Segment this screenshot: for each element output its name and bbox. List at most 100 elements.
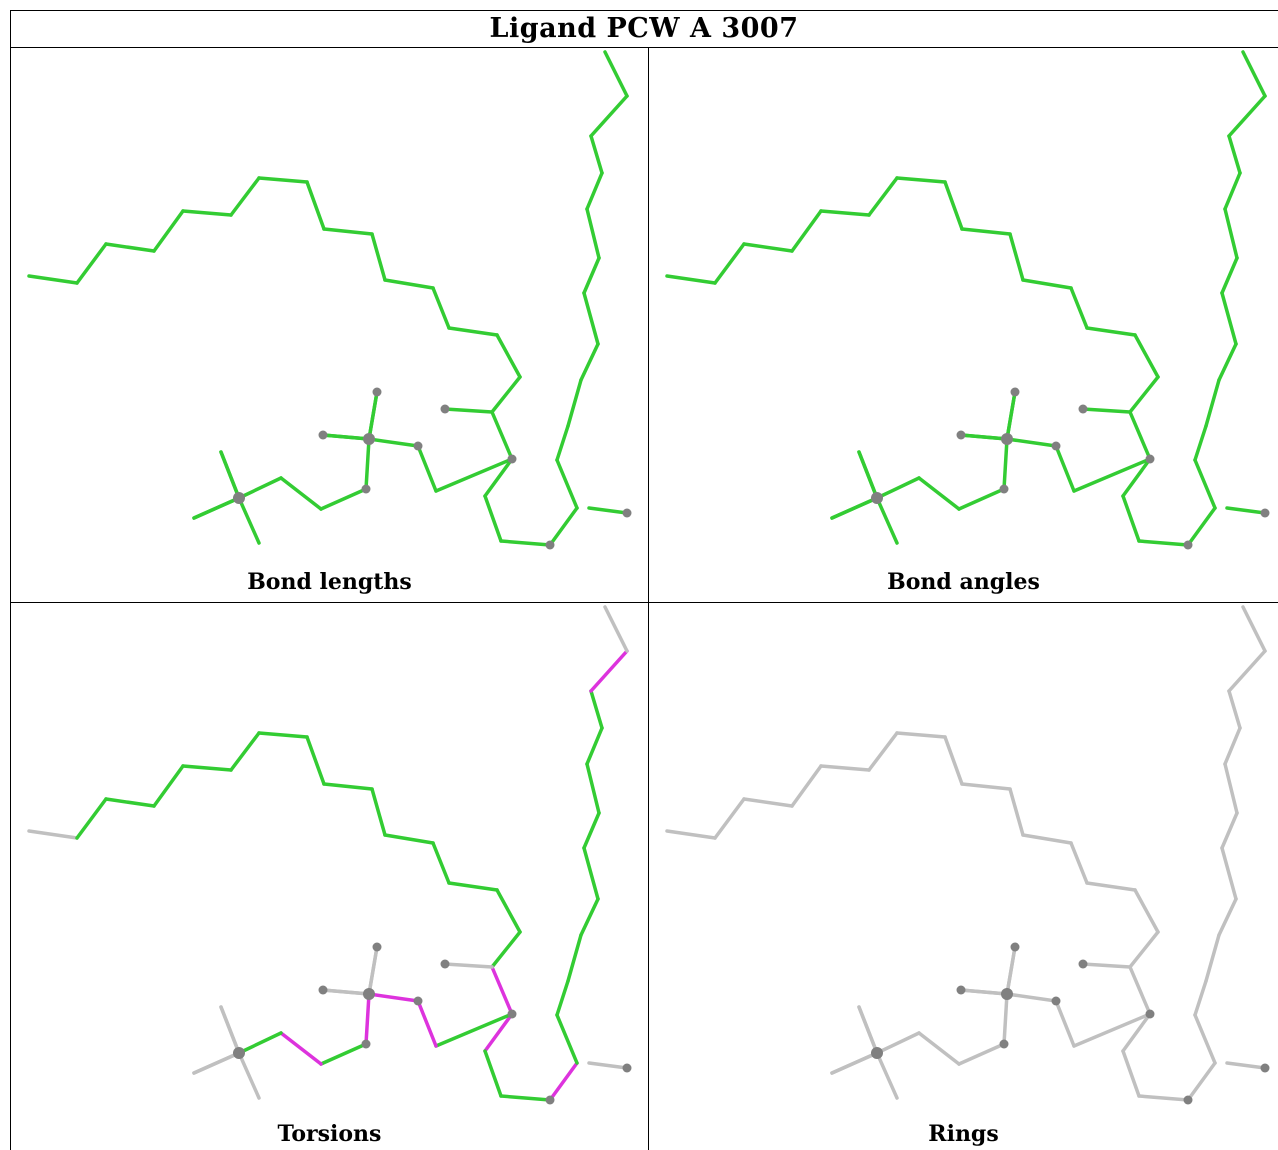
bond-20 [555, 1013, 579, 1065]
bond-8 [322, 227, 374, 236]
bond-23 [1217, 897, 1238, 937]
bond-17 [483, 1049, 503, 1098]
bond-32 [587, 1061, 629, 1070]
bond-4 [181, 209, 233, 217]
column-divider [648, 47, 649, 1150]
atom-3 [363, 988, 375, 1000]
bond-32 [1225, 506, 1267, 515]
bond-29 [589, 94, 629, 138]
bond-29 [1227, 649, 1267, 693]
bond-35 [1005, 437, 1058, 448]
bond-11 [1069, 286, 1089, 330]
bond-27 [585, 726, 604, 766]
bond-1 [713, 242, 746, 285]
bond-6 [257, 176, 309, 184]
atom-4 [413, 441, 423, 451]
bond-32 [587, 506, 629, 515]
bond-33 [1072, 1012, 1152, 1048]
bond-0 [665, 829, 717, 840]
bond-24 [1220, 291, 1238, 346]
bond-7 [305, 180, 326, 231]
atom-1 [318, 985, 328, 995]
bond-17 [483, 494, 503, 543]
atom-9 [545, 1095, 555, 1105]
table-top-border [10, 10, 1278, 11]
bond-43 [237, 1031, 283, 1055]
bond-13 [1133, 888, 1160, 934]
bond-2 [742, 242, 794, 253]
bond-0 [27, 829, 79, 840]
bond-12 [1085, 326, 1137, 337]
bond-32 [1225, 1061, 1267, 1070]
bond-33 [434, 1012, 514, 1048]
bond-27 [585, 171, 604, 211]
bond-39 [367, 945, 379, 996]
bond-40 [364, 992, 371, 1046]
bond-13 [1133, 333, 1160, 379]
panel-torsions: Torsions [11, 603, 648, 1150]
bond-12 [447, 326, 499, 337]
atom-5 [1145, 454, 1155, 464]
bond-37 [959, 433, 1009, 441]
bond-18 [499, 539, 552, 547]
bond-23 [579, 897, 600, 937]
atom-4 [413, 996, 423, 1006]
atom-6 [999, 484, 1009, 494]
bond-7 [943, 735, 964, 786]
bond-24 [582, 846, 600, 901]
bond-23 [1217, 342, 1238, 382]
bond-9 [370, 787, 387, 837]
bond-17 [1121, 1049, 1141, 1098]
panel-bond-lengths: Bond lengths [11, 48, 648, 602]
atom-9 [1183, 1095, 1193, 1105]
bond-40 [364, 437, 371, 491]
atom-7 [233, 1047, 245, 1059]
caption-bond-lengths: Bond lengths [247, 569, 412, 595]
bond-26 [1223, 207, 1239, 260]
bond-21 [1193, 424, 1208, 462]
bond-20 [1193, 458, 1217, 510]
bond-23 [579, 342, 600, 382]
bond-47 [857, 1005, 879, 1055]
bond-30 [603, 50, 629, 98]
bond-35 [367, 437, 420, 448]
bond-9 [370, 232, 387, 282]
bond-34 [416, 444, 438, 493]
bond-13 [495, 888, 522, 934]
bond-19 [548, 506, 579, 547]
bond-35 [367, 992, 420, 1003]
bond-3 [790, 209, 823, 253]
bond-45 [830, 1051, 879, 1075]
bond-4 [819, 764, 871, 772]
atom-3 [1001, 988, 1013, 1000]
row-divider [10, 602, 1278, 603]
atom-3 [1001, 433, 1013, 445]
bond-9 [1008, 232, 1025, 282]
bond-8 [322, 782, 374, 791]
bond-14 [1128, 375, 1160, 414]
atom-2 [372, 942, 382, 952]
bond-17 [1121, 494, 1141, 543]
bond-31 [443, 962, 494, 969]
bond-28 [1227, 134, 1242, 175]
atom-9 [545, 540, 555, 550]
bond-5 [867, 176, 899, 217]
bond-43 [875, 1031, 921, 1055]
bond-15 [490, 410, 514, 461]
bond-5 [229, 176, 261, 217]
bond-31 [1081, 962, 1132, 969]
bond-1 [75, 797, 108, 840]
bond-24 [1220, 846, 1238, 901]
bond-28 [589, 689, 604, 730]
bond-12 [447, 881, 499, 892]
bond-29 [1227, 94, 1267, 138]
atom-8 [1260, 508, 1270, 518]
bond-7 [305, 735, 326, 786]
bond-28 [1227, 689, 1242, 730]
bond-41 [319, 1042, 368, 1066]
panel-rings: Rings [649, 603, 1278, 1150]
title-divider [10, 47, 1278, 48]
bond-10 [383, 833, 435, 845]
bond-9 [1008, 787, 1025, 837]
bond-22 [1204, 378, 1221, 428]
